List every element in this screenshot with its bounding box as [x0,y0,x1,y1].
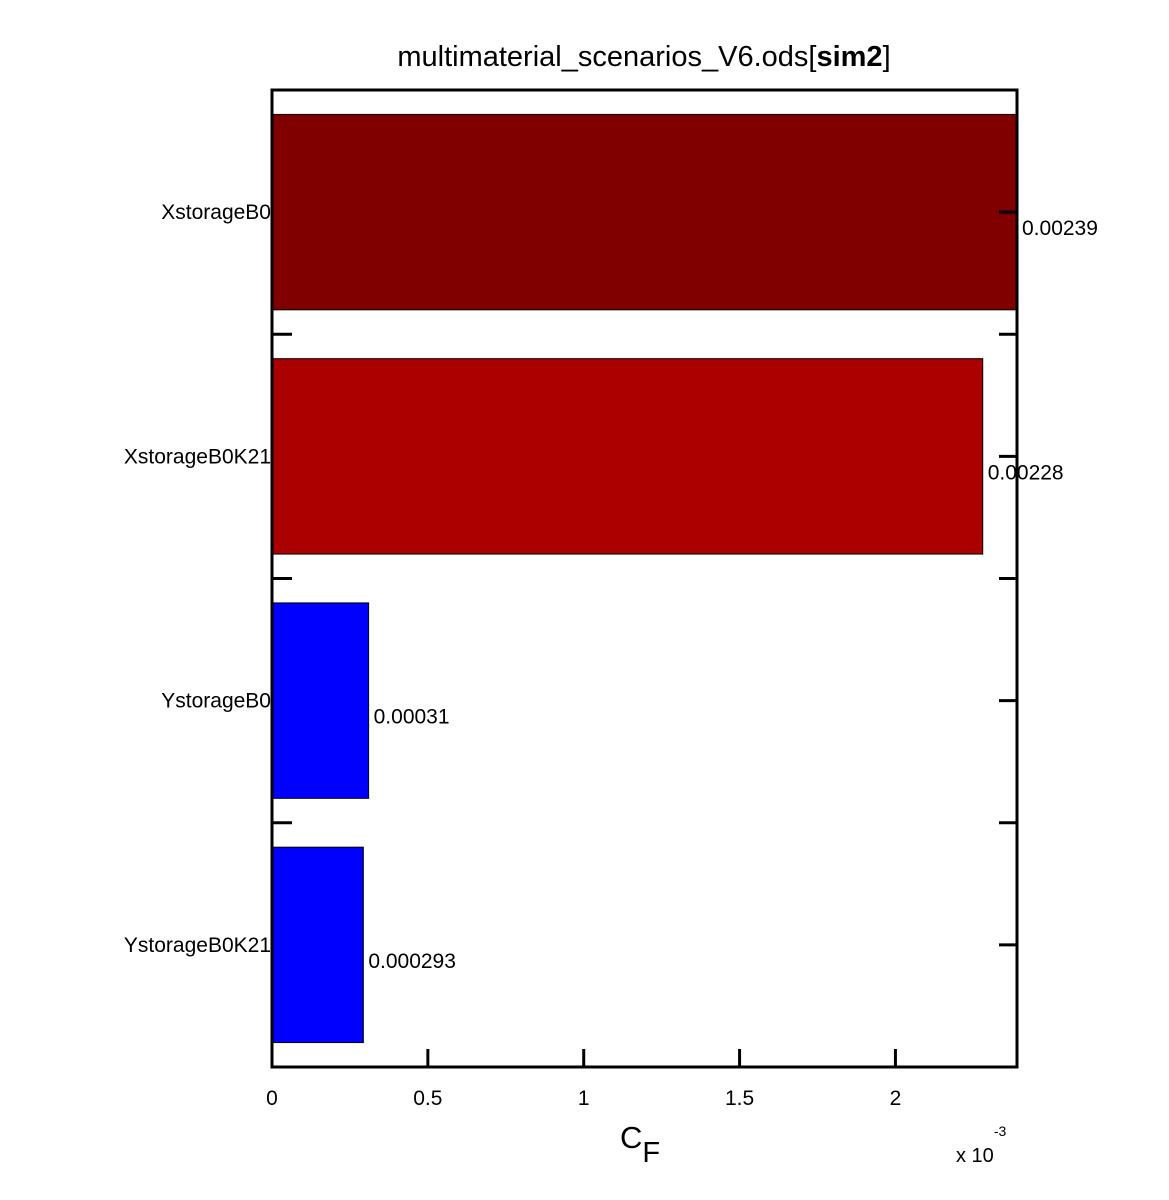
x-axis-label: CF [620,1120,660,1169]
x-tick-label: 0.5 [413,1087,442,1110]
value-label-YstorageB0K21: 0.000293 [368,950,456,973]
x-tick-label: 0 [266,1087,278,1110]
axis-exponent: x 10-3 [956,1123,1006,1167]
bar-XstorageB0K21 [271,358,984,555]
bar-YstorageB0K21 [271,846,364,1044]
category-label-XstorageB0: XstorageB0 [161,201,271,224]
bar-YstorageB0 [271,602,370,799]
value-label-YstorageB0: 0.00031 [374,706,450,729]
bar-XstorageB0 [271,113,1018,311]
value-label-XstorageB0K21: 0.00228 [988,461,1064,484]
chart-title: multimaterial_scenarios_V6.ods[sim2] [397,41,890,73]
category-label-YstorageB0: YstorageB0 [161,690,271,713]
value-label-XstorageB0: 0.00239 [1022,217,1098,240]
x-tick-label: 2 [890,1087,902,1110]
x-tick-label: 1 [578,1087,590,1110]
category-label-XstorageB0K21: XstorageB0K21 [124,445,271,468]
x-tick-label: 1.5 [725,1087,754,1110]
category-label-YstorageB0K21: YstorageB0K21 [124,934,271,957]
